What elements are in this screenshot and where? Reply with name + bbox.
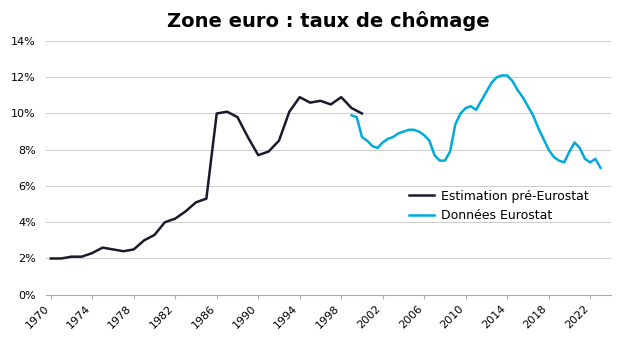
Données Eurostat: [493, 75, 501, 79]
Données Eurostat: [410, 128, 417, 132]
Estimation pré-Eurostat: [223, 110, 231, 114]
Estimation pré-Eurostat: [327, 102, 335, 106]
Données Eurostat: [415, 130, 423, 134]
Estimation pré-Eurostat: [254, 153, 262, 157]
Données Eurostat: [560, 160, 568, 165]
Estimation pré-Eurostat: [275, 139, 282, 143]
Données Eurostat: [353, 115, 361, 119]
Estimation pré-Eurostat: [338, 95, 345, 99]
Données Eurostat: [467, 104, 475, 108]
Estimation pré-Eurostat: [88, 251, 96, 255]
Estimation pré-Eurostat: [151, 233, 158, 237]
Données Eurostat: [389, 135, 397, 139]
Estimation pré-Eurostat: [296, 95, 304, 99]
Données Eurostat: [358, 135, 366, 139]
Données Eurostat: [436, 159, 443, 163]
Données Eurostat: [587, 160, 594, 165]
Données Eurostat: [483, 90, 490, 94]
Données Eurostat: [420, 133, 428, 137]
Données Eurostat: [472, 108, 480, 112]
Données Eurostat: [555, 159, 563, 163]
Estimation pré-Eurostat: [161, 220, 169, 224]
Estimation pré-Eurostat: [307, 101, 314, 105]
Données Eurostat: [405, 128, 412, 132]
Données Eurostat: [462, 106, 470, 110]
Données Eurostat: [545, 148, 552, 152]
Données Eurostat: [394, 131, 402, 135]
Données Eurostat: [576, 146, 583, 150]
Données Eurostat: [509, 79, 516, 83]
Estimation pré-Eurostat: [130, 247, 137, 251]
Estimation pré-Eurostat: [78, 254, 86, 259]
Données Eurostat: [503, 74, 511, 78]
Données Eurostat: [596, 166, 604, 170]
Estimation pré-Eurostat: [141, 238, 148, 242]
Title: Zone euro : taux de chômage: Zone euro : taux de chômage: [167, 11, 490, 31]
Estimation pré-Eurostat: [358, 111, 366, 116]
Estimation pré-Eurostat: [213, 111, 220, 116]
Données Eurostat: [514, 88, 521, 92]
Données Eurostat: [581, 157, 588, 161]
Estimation pré-Eurostat: [192, 200, 200, 205]
Données Eurostat: [571, 141, 578, 145]
Données Eurostat: [400, 130, 407, 134]
Données Eurostat: [431, 153, 439, 157]
Estimation pré-Eurostat: [57, 256, 65, 261]
Estimation pré-Eurostat: [265, 149, 272, 154]
Legend: Estimation pré-Eurostat, Données Eurostat: Estimation pré-Eurostat, Données Eurosta…: [404, 185, 593, 227]
Estimation pré-Eurostat: [234, 115, 241, 119]
Données Eurostat: [425, 139, 433, 143]
Données Eurostat: [519, 95, 526, 99]
Données Eurostat: [369, 144, 376, 148]
Estimation pré-Eurostat: [99, 246, 106, 250]
Données Eurostat: [498, 74, 506, 78]
Données Eurostat: [379, 141, 386, 145]
Données Eurostat: [488, 81, 495, 85]
Estimation pré-Eurostat: [47, 256, 55, 261]
Estimation pré-Eurostat: [285, 110, 293, 114]
Données Eurostat: [441, 159, 448, 163]
Estimation pré-Eurostat: [119, 249, 127, 253]
Données Eurostat: [447, 149, 454, 154]
Données Eurostat: [478, 99, 485, 103]
Line: Données Eurostat: Données Eurostat: [351, 76, 600, 168]
Estimation pré-Eurostat: [317, 99, 324, 103]
Données Eurostat: [363, 139, 371, 143]
Données Eurostat: [529, 113, 537, 117]
Estimation pré-Eurostat: [244, 135, 251, 139]
Données Eurostat: [374, 146, 381, 150]
Estimation pré-Eurostat: [172, 216, 179, 221]
Données Eurostat: [384, 137, 392, 141]
Données Eurostat: [592, 157, 599, 161]
Estimation pré-Eurostat: [182, 209, 189, 213]
Estimation pré-Eurostat: [203, 197, 210, 201]
Données Eurostat: [452, 122, 459, 127]
Estimation pré-Eurostat: [109, 247, 117, 251]
Données Eurostat: [550, 155, 557, 159]
Estimation pré-Eurostat: [68, 254, 75, 259]
Données Eurostat: [540, 137, 547, 141]
Données Eurostat: [534, 126, 542, 130]
Données Eurostat: [524, 104, 532, 108]
Données Eurostat: [457, 111, 464, 116]
Line: Estimation pré-Eurostat: Estimation pré-Eurostat: [51, 97, 362, 259]
Données Eurostat: [348, 113, 355, 117]
Données Eurostat: [565, 149, 573, 154]
Estimation pré-Eurostat: [348, 106, 355, 110]
